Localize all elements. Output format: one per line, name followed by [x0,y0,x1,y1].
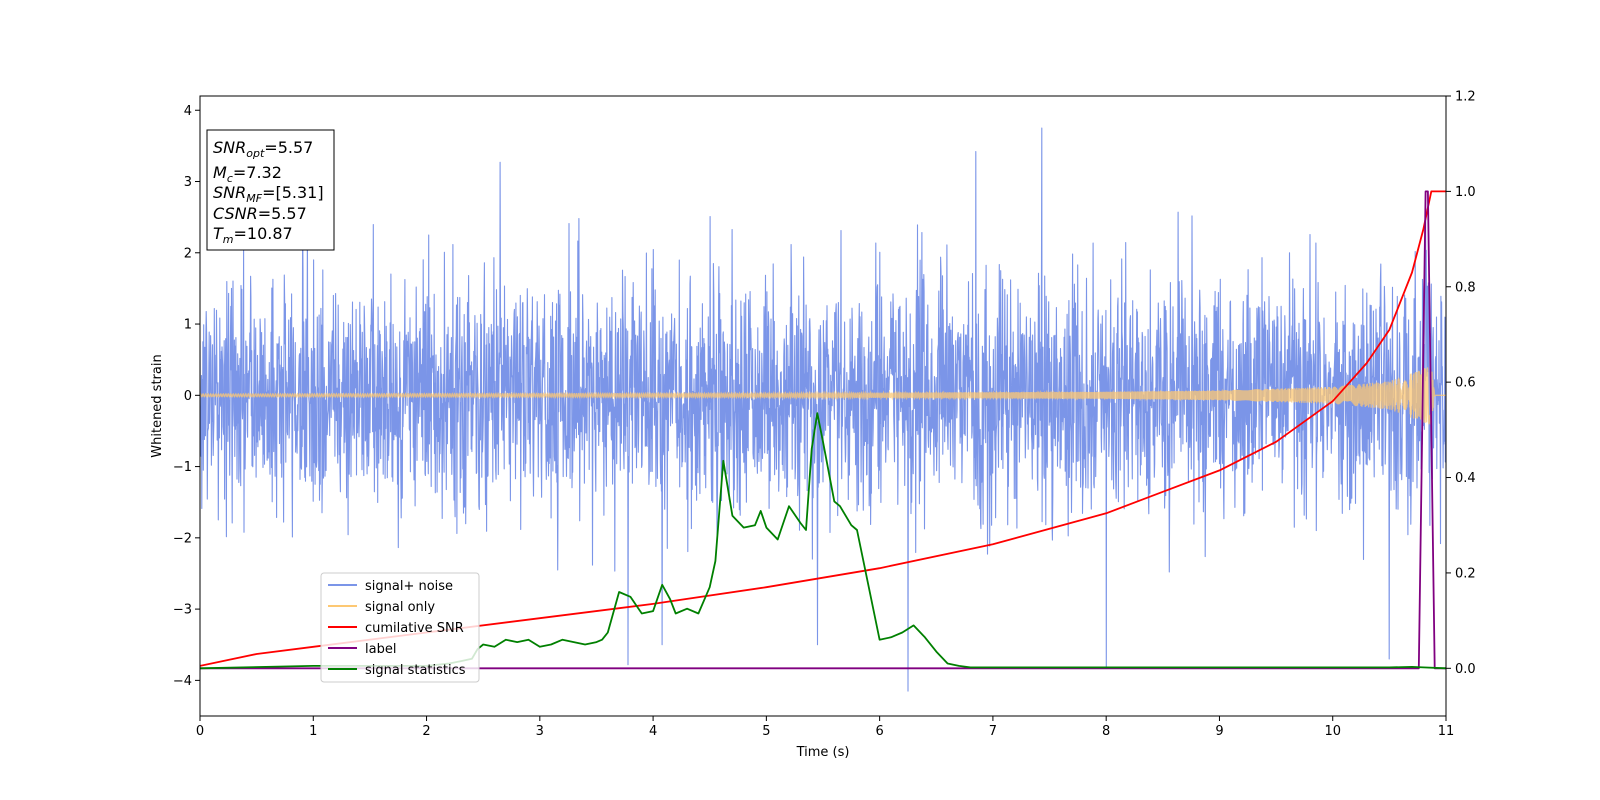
legend-label: label [365,642,396,657]
y2-tick-label: 0.4 [1455,471,1476,486]
x-tick-label: 6 [875,724,883,739]
y2-tick-label: 1.0 [1455,185,1476,200]
y2-tick-label: 0.8 [1455,280,1476,295]
legend-frame [320,572,480,683]
y-tick-label: 4 [184,104,192,119]
legend-item: signal statistics [328,663,466,678]
y2-tick-label: 1.2 [1455,90,1476,105]
y-tick-label: −4 [173,674,192,689]
x-tick-label: 0 [196,724,204,739]
legend: signal+ noise signal only cumilative SNR… [320,572,480,683]
y-tick-label: 0 [184,389,192,404]
x-tick-label: 5 [762,724,770,739]
y2-tick-label: 0.0 [1455,662,1476,677]
x-tick-label: 11 [1438,724,1455,739]
y-tick-label: 1 [184,318,192,333]
axes-ticks: 0 1 2 3 4 5 6 7 8 9 10 11 −4 −3 −2 −1 0 1 2 3 4 0.0 0.2 0.4 0.6 0… [173,90,1476,740]
annotation-line: CSNR=5.57 [213,204,307,223]
signal-noise-line [200,127,1446,692]
y-tick-label: −1 [173,460,192,475]
y-tick-label: 3 [184,175,192,190]
y-axis-label: Whitened strain [150,354,165,457]
y2-tick-label: 0.2 [1455,566,1476,581]
y-tick-label: −3 [173,603,192,618]
annotation-line: SNRopt=5.57 [213,138,313,160]
signal-only-line [200,367,1446,425]
y2-tick-label: 0.6 [1455,376,1476,391]
legend-item: signal+ noise [328,579,453,594]
legend-item: signal only [328,600,435,615]
x-tick-label: 9 [1215,724,1223,739]
x-tick-label: 3 [536,724,544,739]
annotation-line: Tm=10.87 [213,224,293,246]
x-tick-label: 4 [649,724,657,739]
legend-label: cumilative SNR [365,621,464,636]
signal-statistics-line [200,412,1446,670]
y-tick-label: 2 [184,246,192,261]
x-tick-label: 10 [1324,724,1341,739]
legend-label: signal only [365,600,435,615]
x-tick-label: 8 [1102,724,1110,739]
plot-frame [199,95,1447,717]
legend-item: cumilative SNR [328,621,464,636]
annotation-line: SNRMF=[5.31] [213,183,324,205]
x-tick-label: 7 [989,724,997,739]
annotation-line: Mc=7.32 [213,163,282,185]
annotation-box: SNRopt=5.57 Mc=7.32 SNRMF=[5.31] CSNR=5.… [206,129,335,251]
x-tick-label: 1 [309,724,317,739]
y-tick-label: −2 [173,531,192,546]
legend-item: label [328,642,396,657]
legend-label: signal+ noise [365,579,453,594]
legend-label: signal statistics [365,663,466,678]
x-tick-label: 2 [422,724,430,739]
x-axis-label: Time (s) [796,745,850,760]
